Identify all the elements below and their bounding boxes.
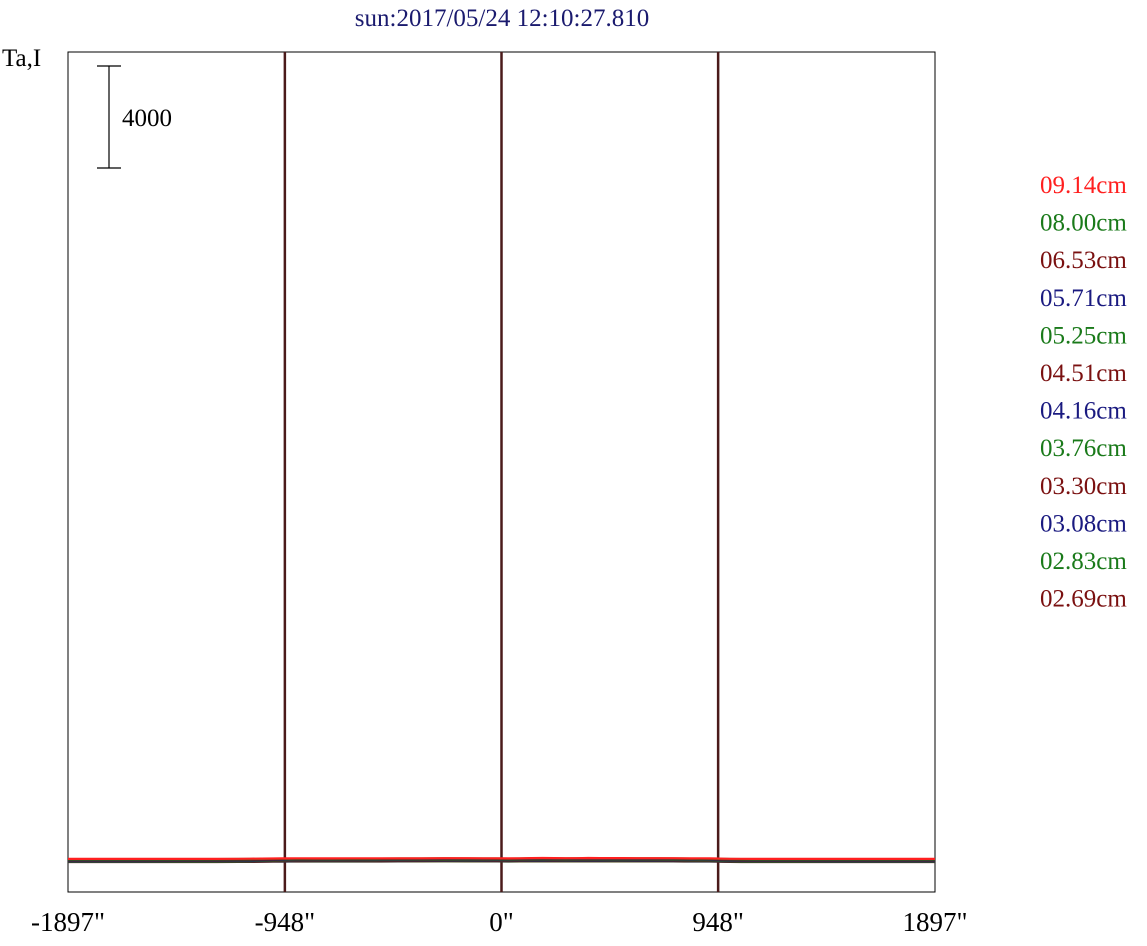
legend-entry-03.30cm: 03.30cm (1040, 473, 1127, 500)
x-tick-label-2: 0" (489, 907, 514, 937)
legend: 09.14cm 08.00cm 06.53cm 05.71cm 05.25cm 04.51… (1040, 172, 1127, 613)
chart-title: sun:2017/05/24 12:10:27.810 (355, 5, 649, 32)
legend-entry-02.69cm: 02.69cm (1040, 586, 1127, 613)
x-tick-label-4: 1897" (902, 907, 967, 937)
legend-entry-04.16cm: 04.16cm (1040, 398, 1127, 425)
legend-entry-05.25cm: 05.25cm (1040, 322, 1127, 349)
y-axis-label: Ta,I (2, 45, 41, 72)
series-line-09.14cm (68, 856, 935, 861)
x-tick-label-0: -1897" (31, 907, 105, 937)
scale-bar-label: 4000 (122, 105, 172, 132)
scale-bar (97, 65, 121, 169)
vertical-reference-lines (283, 52, 720, 892)
legend-entry-05.71cm: 05.71cm (1040, 285, 1127, 312)
series-lines (68, 856, 935, 864)
legend-entry-03.76cm: 03.76cm (1040, 435, 1127, 462)
legend-entry-03.08cm: 03.08cm (1040, 510, 1127, 537)
x-tick-label-1: -948" (255, 907, 316, 937)
legend-entry-06.53cm: 06.53cm (1040, 247, 1127, 274)
legend-entry-09.14cm: 09.14cm (1040, 172, 1127, 199)
legend-entry-02.83cm: 02.83cm (1040, 548, 1127, 575)
legend-entry-04.51cm: 04.51cm (1040, 360, 1127, 387)
x-tick-labels: -1897" -948" 0" 948" 1897" (31, 907, 968, 937)
x-tick-label-3: 948" (692, 907, 744, 937)
legend-entry-08.00cm: 08.00cm (1040, 210, 1127, 237)
